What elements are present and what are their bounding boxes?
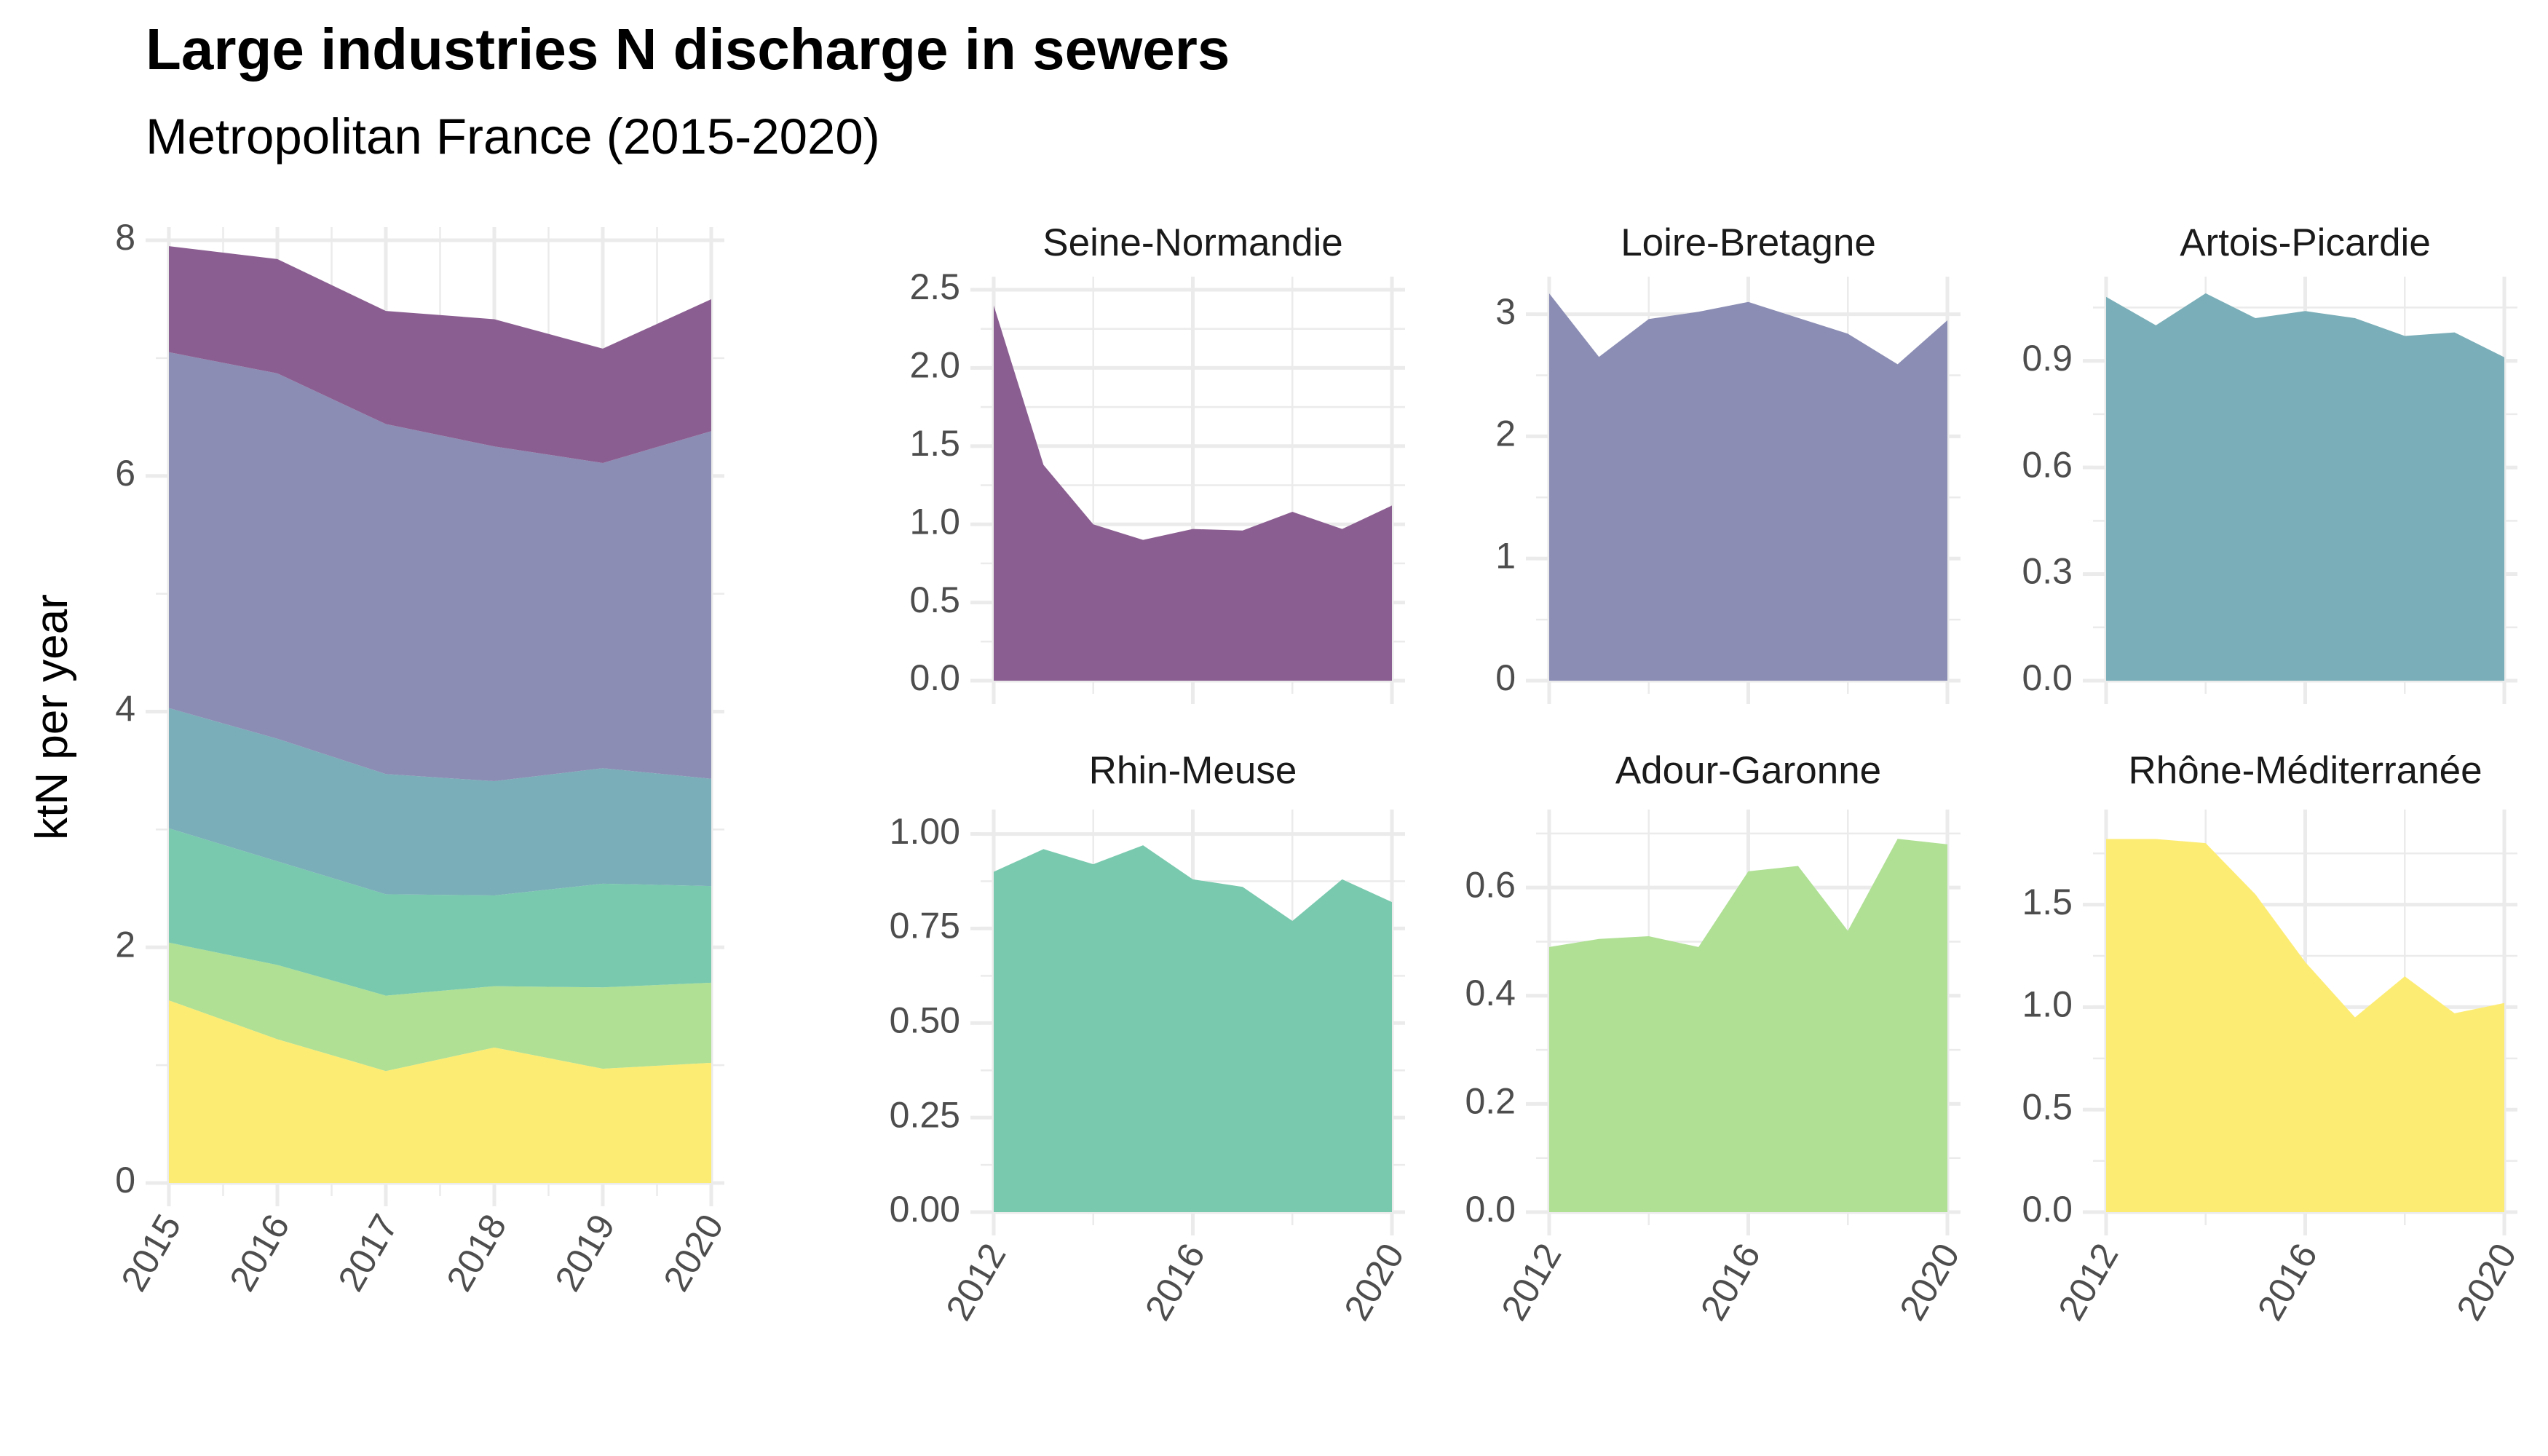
main-y-tick-label: 4 <box>115 689 135 729</box>
facet-rh-ne-m-diterran-e-area <box>2106 839 2504 1212</box>
facet-rh-ne-m-diterran-e-y-tick-label: 0.5 <box>2022 1086 2073 1127</box>
facet-artois-picardie-area <box>2106 293 2504 681</box>
facet-adour-garonne-x-tick-label: 2016 <box>1693 1237 1768 1327</box>
facet-rh-ne-m-diterran-e-x-tick-label: 2020 <box>2448 1237 2524 1327</box>
facet-adour-garonne-y-tick-label: 0.4 <box>1465 973 1516 1013</box>
facet-rhin-meuse-strip-label: Rhin-Meuse <box>1089 749 1297 792</box>
facet-rhin-meuse-y-tick-label: 0.00 <box>890 1189 960 1230</box>
facet-adour-garonne-y-tick-label: 0.0 <box>1465 1189 1516 1230</box>
stacked-area-seine-normandie <box>169 246 711 463</box>
facet-seine-normandie-y-tick-label: 1.0 <box>909 501 960 542</box>
facet-seine-normandie-y-tick-label: 1.5 <box>909 423 960 464</box>
facet-rhin-meuse-area <box>994 845 1392 1212</box>
facet-artois-picardie-y-tick-label: 0.9 <box>2022 338 2073 379</box>
chart-subtitle: Metropolitan France (2015-2020) <box>146 108 880 165</box>
main-x-tick-label: 2015 <box>113 1208 189 1298</box>
facet-rh-ne-m-diterran-e-y-tick-label: 0.0 <box>2022 1189 2073 1230</box>
main-x-tick-label: 2016 <box>221 1208 297 1298</box>
facet-adour-garonne-y-tick-label: 0.2 <box>1465 1081 1516 1122</box>
facet-seine-normandie-y-tick-label: 0.5 <box>909 579 960 620</box>
stacked-area-adour-garonne <box>169 942 711 1072</box>
facet-rhin-meuse-x-tick-label: 2016 <box>1137 1237 1213 1327</box>
main-stacked-areas <box>169 246 711 1183</box>
facet-loire-bretagne-y-tick-label: 2 <box>1495 414 1516 454</box>
facet-rhin-meuse-x-tick-label: 2012 <box>938 1237 1013 1327</box>
facet-rh-ne-m-diterran-e-x-tick-label: 2016 <box>2250 1237 2325 1327</box>
main-y-tick-label: 8 <box>115 217 135 258</box>
facet-rhin-meuse-y-tick-label: 1.00 <box>890 811 960 852</box>
facet-rh-ne-m-diterran-e-strip-label: Rhône-Méditerranée <box>2128 749 2482 792</box>
facet-rh-ne-m-diterran-e-y-tick-label: 1.5 <box>2022 882 2073 922</box>
chart-title: Large industries N discharge in sewers <box>146 17 1230 82</box>
facet-loire-bretagne-area <box>1549 293 1947 681</box>
facet-rhin-meuse-y-tick-label: 0.25 <box>890 1094 960 1135</box>
main-x-tick-label: 2019 <box>547 1208 622 1298</box>
main-y-tick-label: 2 <box>115 924 135 965</box>
facet-artois-picardie-y-tick-label: 0.3 <box>2022 551 2073 592</box>
facet-rhin-meuse-y-tick-label: 0.75 <box>890 906 960 946</box>
stacked-area-rh-ne-m-diterran-e <box>169 1000 711 1183</box>
facet-loire-bretagne-y-tick-label: 1 <box>1495 535 1516 576</box>
facet-seine-normandie-y-tick-label: 2.0 <box>909 345 960 386</box>
main-y-tick-label: 6 <box>115 453 135 494</box>
main-y-tick-label: 0 <box>115 1160 135 1200</box>
main-x-tick-label: 2020 <box>655 1208 731 1298</box>
stacked-area-rhin-meuse <box>169 828 711 996</box>
stacked-area-artois-picardie <box>169 708 711 896</box>
facet-rh-ne-m-diterran-e-y-tick-label: 1.0 <box>2022 984 2073 1025</box>
facet-adour-garonne-x-tick-label: 2020 <box>1891 1237 1967 1327</box>
facet-artois-picardie-y-tick-label: 0.0 <box>2022 657 2073 698</box>
stacked-area-loire-bretagne <box>169 352 711 782</box>
facet-loire-bretagne-y-tick-label: 3 <box>1495 291 1516 332</box>
facet-loire-bretagne-y-tick-label: 0 <box>1495 657 1516 698</box>
facet-rhin-meuse-x-tick-label: 2020 <box>1336 1237 1412 1327</box>
facet-loire-bretagne-strip-label: Loire-Bretagne <box>1621 221 1876 264</box>
facet-adour-garonne-strip-label: Adour-Garonne <box>1615 749 1881 792</box>
facet-seine-normandie-area <box>994 305 1392 681</box>
facet-rh-ne-m-diterran-e-x-tick-label: 2012 <box>2050 1237 2126 1327</box>
facet-seine-normandie-y-tick-label: 2.5 <box>909 266 960 307</box>
main-x-tick-label: 2018 <box>438 1208 514 1298</box>
main-x-tick-label: 2017 <box>330 1208 405 1298</box>
facet-artois-picardie-strip-label: Artois-Picardie <box>2180 221 2431 264</box>
facet-artois-picardie-y-tick-label: 0.6 <box>2022 444 2073 485</box>
facet-adour-garonne-y-tick-label: 0.6 <box>1465 864 1516 905</box>
facet-adour-garonne-area <box>1549 839 1947 1212</box>
y-axis-title: ktN per year <box>27 594 77 840</box>
facet-adour-garonne-x-tick-label: 2012 <box>1493 1237 1569 1327</box>
facet-seine-normandie-y-tick-label: 0.0 <box>909 657 960 698</box>
facet-rhin-meuse-y-tick-label: 0.50 <box>890 1000 960 1040</box>
facet-seine-normandie-strip-label: Seine-Normandie <box>1042 221 1342 264</box>
